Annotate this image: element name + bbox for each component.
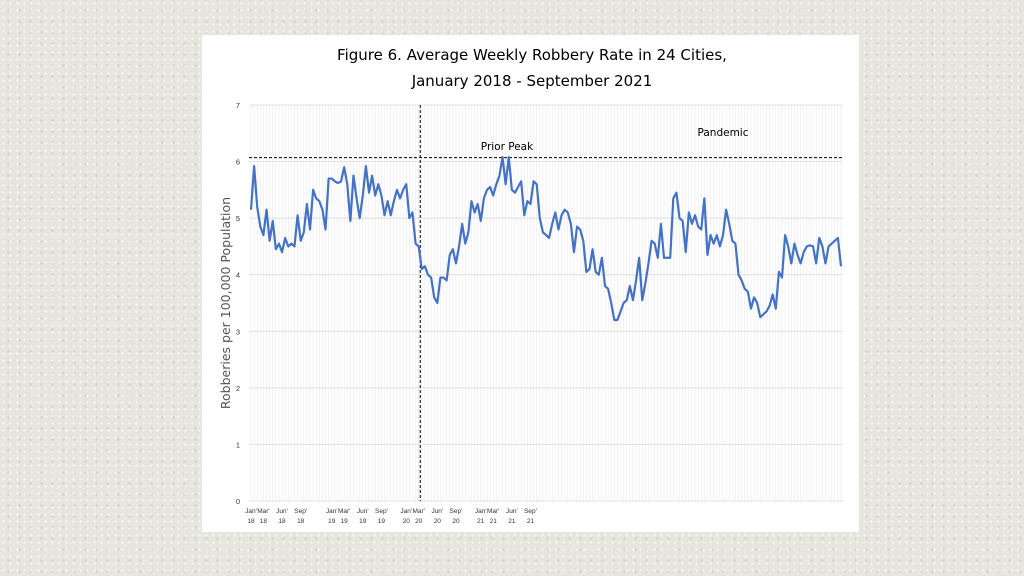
line-chart: Figure 6. Average Weekly Robbery Rate in… <box>218 46 843 525</box>
x-tick-year: 19 <box>328 518 336 525</box>
x-tick-month: Sep' <box>450 508 463 515</box>
x-tick-month: Mar' <box>487 508 499 515</box>
chart-title-line2: January 2018 - September 2021 <box>411 72 653 90</box>
pandemic-label: Pandemic <box>698 127 749 139</box>
prior-peak-label: Prior Peak <box>481 141 534 153</box>
robbery-rate-line <box>249 155 843 322</box>
chart-card: Figure 6. Average Weekly Robbery Rate in… <box>202 35 859 532</box>
x-tick-year: 19 <box>359 518 367 525</box>
chart-title-line1: Figure 6. Average Weekly Robbery Rate in… <box>337 46 727 64</box>
y-tick-label: 7 <box>236 101 240 110</box>
x-tick-month: Jan' <box>326 508 338 515</box>
x-tick-year: 20 <box>415 518 423 525</box>
grid-layer <box>249 104 843 502</box>
x-tick-year: 18 <box>278 518 286 525</box>
x-tick-month: Jan' <box>475 508 487 515</box>
reference-lines <box>249 105 843 501</box>
x-tick-month: Jun' <box>506 508 518 515</box>
x-tick-year: 21 <box>508 518 516 525</box>
x-tick-year: 20 <box>403 518 411 525</box>
x-tick-month: Jan' <box>400 508 412 515</box>
x-tick-year: 20 <box>434 518 442 525</box>
x-tick-labels: Jan'18Mar'18Jun'18Sep'18Jan'19Mar'19Jun'… <box>245 508 537 525</box>
y-tick-label: 6 <box>236 158 240 167</box>
series-layer <box>249 155 843 322</box>
y-tick-label: 3 <box>236 327 240 336</box>
x-tick-month: Mar' <box>338 508 350 515</box>
x-tick-month: Mar' <box>412 508 424 515</box>
y-tick-labels: 0 1 2 3 4 5 6 7 <box>236 101 240 506</box>
x-tick-year: 18 <box>247 518 255 525</box>
x-tick-month: Sep' <box>294 508 307 515</box>
x-tick-year: 21 <box>527 518 535 525</box>
y-tick-label: 4 <box>236 271 240 280</box>
x-tick-month: Jun' <box>431 508 443 515</box>
x-tick-month: Jun' <box>276 508 288 515</box>
y-tick-label: 5 <box>236 214 240 223</box>
y-axis-label: Robberies per 100,000 Population <box>218 197 233 409</box>
x-tick-month: Jun' <box>357 508 369 515</box>
x-tick-year: 18 <box>260 518 268 525</box>
y-tick-label: 1 <box>236 440 240 449</box>
x-tick-year: 21 <box>477 518 485 525</box>
x-tick-month: Sep' <box>524 508 537 515</box>
x-tick-year: 19 <box>341 518 349 525</box>
x-tick-year: 21 <box>490 518 498 525</box>
x-tick-year: 18 <box>297 518 305 525</box>
x-tick-year: 20 <box>452 518 460 525</box>
y-tick-label: 2 <box>236 384 240 393</box>
x-tick-month: Sep' <box>375 508 388 515</box>
x-tick-month: Mar' <box>257 508 269 515</box>
y-tick-label: 0 <box>236 497 240 506</box>
x-tick-year: 19 <box>378 518 386 525</box>
x-tick-month: Jan' <box>245 508 257 515</box>
